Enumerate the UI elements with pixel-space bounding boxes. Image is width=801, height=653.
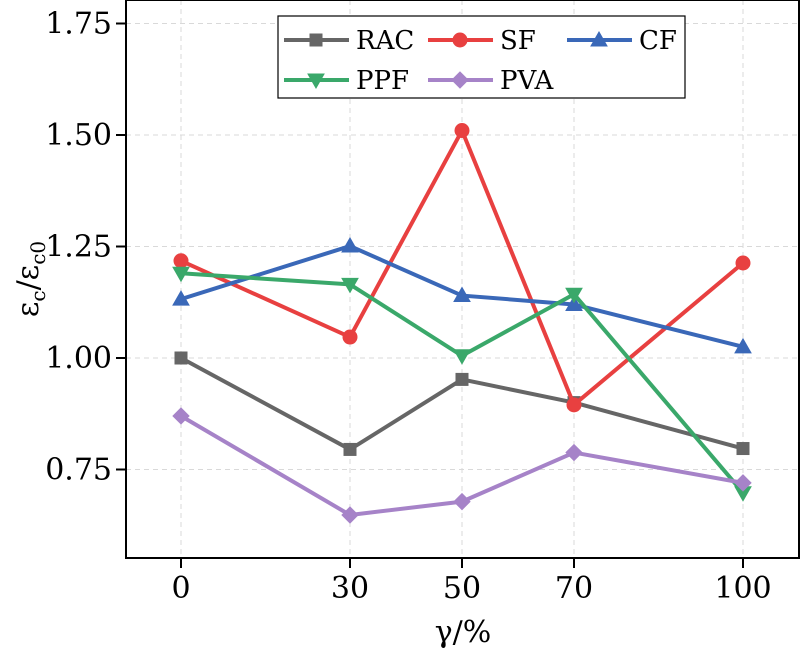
y-tick-label: 1.75 [45,7,112,42]
series-layer [172,123,752,524]
data-point-pva [565,443,583,462]
y-tick-label: 1.50 [45,118,112,153]
y-axis-title-slash: /ε [11,265,46,291]
legend-label-sf: SF [500,26,536,56]
x-tick-label: 0 [171,571,190,606]
y-axis-title-sub-c0: c0 [26,241,50,265]
x-axis-title: γ/% [435,615,492,650]
series-rac [174,351,750,456]
data-point-rac [174,351,188,365]
data-point-ppf [453,349,471,365]
data-point-rac [455,372,469,386]
legend-label-pva: PVA [500,66,555,96]
data-point-sf [566,397,582,413]
data-point-pva [734,474,752,492]
legend-label-rac: RAC [356,26,414,56]
data-point-sf [454,123,470,139]
axis-ticks: 0 30 50 70 100 0.75 1.00 1.25 1.50 1.75 [45,7,771,607]
data-point-rac [343,442,357,456]
data-point-pva [453,492,471,511]
y-axis-title-main: ε [11,302,46,318]
data-point-cf [172,290,190,306]
y-axis-title-sub-c: c [26,290,50,301]
series-ppf [172,266,752,502]
legend-item-pva: PVA [428,66,555,96]
legend-marker-rac [309,33,323,47]
data-point-sf [342,329,358,345]
data-point-rac [736,442,750,456]
legend-marker-sf [452,32,468,48]
data-point-cf [734,337,752,354]
legend-marker-cf [590,30,608,47]
y-tick-label: 0.75 [45,453,112,488]
data-point-cf [341,237,359,253]
data-point-cf [565,295,583,311]
legend-item-rac: RAC [284,26,414,56]
legend-marker-ppf [307,73,325,90]
series-pva [172,407,752,524]
x-tick-label: 50 [443,571,481,606]
data-point-ppf [565,287,583,304]
legend-item-cf: CF [567,26,677,56]
data-point-sf [173,253,189,269]
data-point-ppf [172,266,190,283]
legend-label-cf: CF [639,26,677,56]
legend-marker-pva [451,71,469,89]
y-tick-label: 1.00 [45,341,112,376]
data-point-sf [735,255,751,271]
data-point-ppf [341,277,359,294]
legend-label-ppf: PPF [356,66,409,96]
x-tick-label: 70 [555,571,593,606]
legend-item-ppf: PPF [284,66,409,96]
data-point-pva [172,407,190,425]
legend: RAC SF CF PPF PVA [277,15,686,99]
x-tick-label: 30 [331,571,369,606]
y-tick-label: 1.25 [45,230,112,265]
series-cf [172,237,752,354]
data-point-pva [341,506,359,524]
legend-item-sf: SF [428,26,536,56]
x-tick-label: 100 [714,571,771,606]
y-axis-title: εc/εc0 [11,241,50,317]
legend-box [277,15,686,99]
data-point-cf [453,286,471,303]
